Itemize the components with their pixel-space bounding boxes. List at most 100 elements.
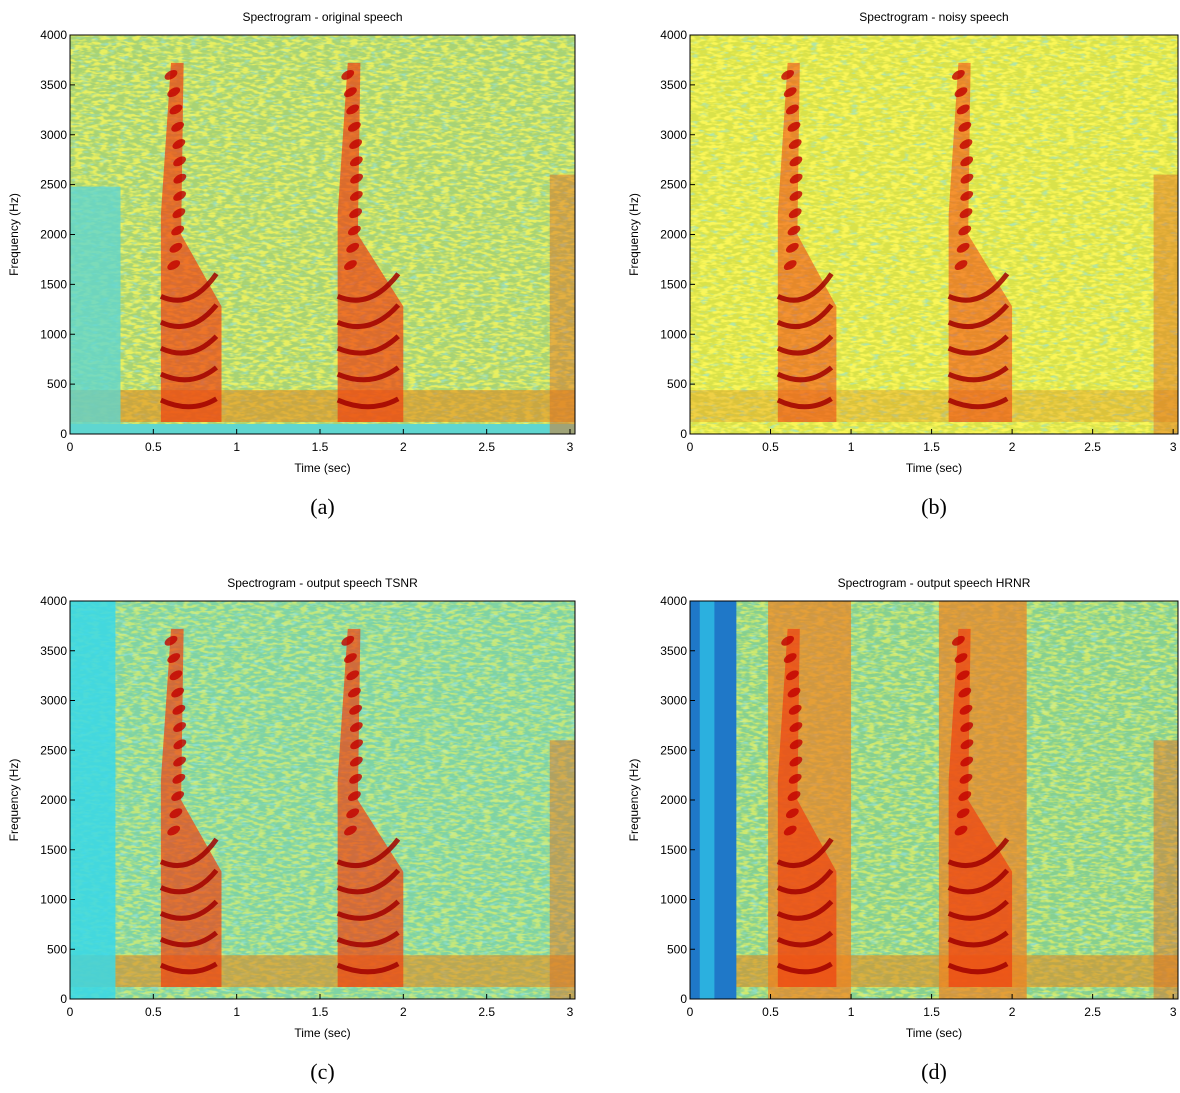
x-tick-label: 0.5 xyxy=(145,1005,162,1019)
x-tick-label: 2 xyxy=(400,1005,407,1019)
formant xyxy=(958,225,972,236)
formant xyxy=(956,670,970,681)
formant xyxy=(959,773,973,784)
formant xyxy=(954,260,968,271)
x-tick-label: 3 xyxy=(1170,1005,1177,1019)
formant xyxy=(346,808,360,819)
formant xyxy=(173,156,186,167)
harmonic xyxy=(947,334,1009,356)
y-tick-label: 1000 xyxy=(660,893,687,907)
x-tick-label: 1 xyxy=(233,440,240,454)
formant xyxy=(173,756,186,767)
formant xyxy=(349,191,363,201)
low-band xyxy=(690,955,1178,988)
x-tick-label: 0 xyxy=(67,440,74,454)
y-tick-label: 500 xyxy=(667,377,687,391)
x-tick-label: 1.5 xyxy=(923,440,940,454)
y-tick-label: 4000 xyxy=(40,28,67,42)
formant xyxy=(347,121,361,132)
x-tick-label: 2.5 xyxy=(478,1005,495,1019)
y-axis-label: Frequency (Hz) xyxy=(7,759,21,842)
harmonic xyxy=(776,396,833,410)
formant xyxy=(341,635,355,646)
y-tick-label: 3000 xyxy=(40,128,67,142)
y-tick-label: 0 xyxy=(680,992,687,1006)
y-tick-label: 4000 xyxy=(660,594,687,608)
harmonic xyxy=(947,837,1010,868)
harmonic xyxy=(776,365,834,383)
y-tick-label: 2500 xyxy=(660,178,687,192)
caption: (d) xyxy=(921,1059,947,1084)
harmonic xyxy=(776,272,834,303)
formant xyxy=(167,260,181,271)
y-tick-label: 2000 xyxy=(660,793,687,807)
speech-region xyxy=(777,62,837,423)
formant xyxy=(789,739,803,750)
harmonic xyxy=(776,930,834,948)
harmonic xyxy=(336,961,400,975)
harmonic xyxy=(336,303,401,330)
formant xyxy=(787,791,801,801)
formant xyxy=(781,69,794,80)
x-tick-label: 1 xyxy=(848,440,855,454)
formant xyxy=(344,825,357,836)
speech-region xyxy=(948,628,1013,988)
formant xyxy=(781,635,794,646)
formant xyxy=(954,825,968,836)
tail xyxy=(549,740,575,999)
y-tick-label: 1500 xyxy=(40,277,67,291)
harmonic xyxy=(159,868,219,895)
caption: (a) xyxy=(310,494,334,519)
speech-region xyxy=(777,628,837,988)
y-tick-label: 4000 xyxy=(40,594,67,608)
harmonic xyxy=(336,334,400,356)
formant xyxy=(171,791,185,801)
formant xyxy=(956,242,970,253)
chart-title: Spectrogram - noisy speech xyxy=(859,10,1008,24)
y-tick-label: 1000 xyxy=(40,327,67,341)
x-tick-label: 1.5 xyxy=(312,1005,329,1019)
x-tick-label: 3 xyxy=(1170,440,1177,454)
harmonic xyxy=(947,396,1009,410)
formant xyxy=(167,653,181,663)
formant xyxy=(788,139,802,149)
formant xyxy=(344,653,357,663)
formant xyxy=(350,173,363,184)
formant xyxy=(173,739,187,750)
formant xyxy=(960,756,974,767)
tail xyxy=(1153,174,1178,434)
y-tick-label: 2500 xyxy=(40,178,67,192)
y-tick-label: 2000 xyxy=(40,228,67,242)
formant xyxy=(783,653,797,663)
spectrogram-noise xyxy=(690,601,1178,999)
y-axis-label: Frequency (Hz) xyxy=(7,193,21,276)
y-tick-label: 500 xyxy=(47,377,67,391)
formant xyxy=(349,156,363,167)
x-tick-label: 0 xyxy=(67,1005,74,1019)
formant xyxy=(172,704,186,715)
y-tick-label: 500 xyxy=(667,942,687,956)
formant xyxy=(959,139,973,149)
formant xyxy=(783,825,797,836)
x-tick-label: 3 xyxy=(567,1005,574,1019)
low-band xyxy=(690,390,1178,423)
speech-region xyxy=(160,628,222,988)
formant xyxy=(346,104,360,115)
formant xyxy=(164,635,178,646)
spectrogram-noise xyxy=(70,35,575,434)
formant xyxy=(789,191,803,201)
harmonic xyxy=(336,837,401,868)
x-tick-label: 1 xyxy=(848,1005,855,1019)
harmonic xyxy=(159,303,219,330)
formant xyxy=(960,191,974,201)
formant xyxy=(785,242,799,253)
silence xyxy=(70,424,575,434)
y-tick-label: 3000 xyxy=(660,128,687,142)
harmonic xyxy=(336,396,400,410)
formant xyxy=(952,69,965,80)
x-axis-label: Time (sec) xyxy=(294,1026,350,1040)
spectrogram xyxy=(690,601,1178,999)
harmonic xyxy=(159,837,219,868)
formant xyxy=(789,756,803,767)
formant xyxy=(952,635,965,646)
